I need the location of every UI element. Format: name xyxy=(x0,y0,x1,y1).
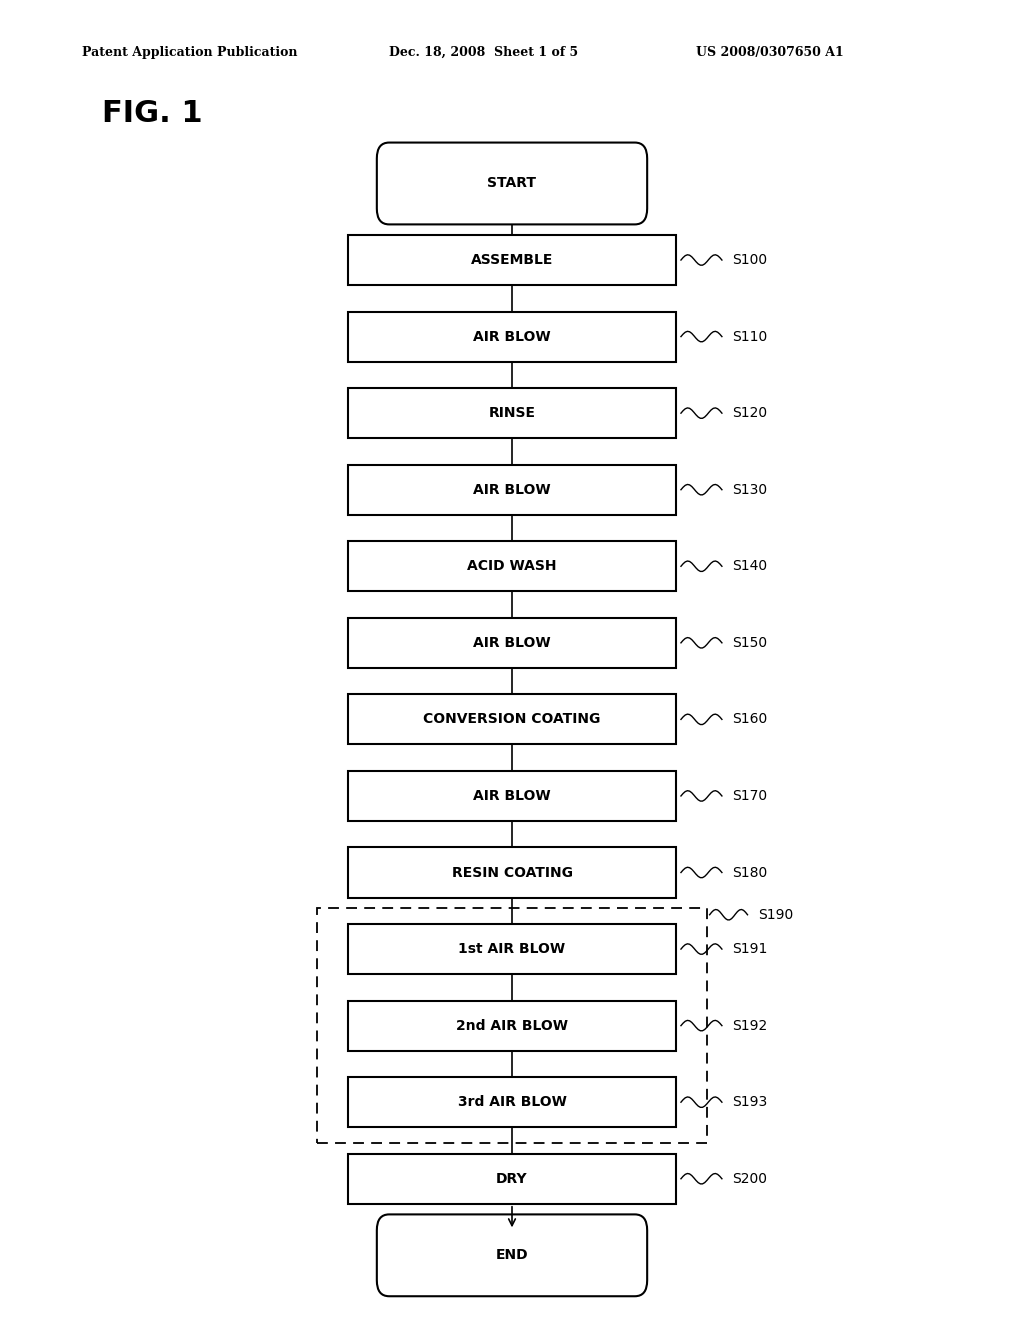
Text: S190: S190 xyxy=(758,908,793,921)
Text: AIR BLOW: AIR BLOW xyxy=(473,636,551,649)
Text: ACID WASH: ACID WASH xyxy=(467,560,557,573)
Text: AIR BLOW: AIR BLOW xyxy=(473,483,551,496)
Text: AIR BLOW: AIR BLOW xyxy=(473,789,551,803)
Text: S120: S120 xyxy=(732,407,767,420)
FancyBboxPatch shape xyxy=(377,143,647,224)
Bar xyxy=(348,465,676,515)
Bar xyxy=(348,847,676,898)
Text: S200: S200 xyxy=(732,1172,767,1185)
FancyBboxPatch shape xyxy=(377,1214,647,1296)
Bar xyxy=(348,694,676,744)
Text: Patent Application Publication: Patent Application Publication xyxy=(82,46,297,59)
Text: S150: S150 xyxy=(732,636,767,649)
Bar xyxy=(348,312,676,362)
Bar xyxy=(348,388,676,438)
Text: RINSE: RINSE xyxy=(488,407,536,420)
Text: S140: S140 xyxy=(732,560,767,573)
Bar xyxy=(348,1077,676,1127)
Text: S180: S180 xyxy=(732,866,767,879)
Text: S110: S110 xyxy=(732,330,767,343)
Text: S191: S191 xyxy=(732,942,768,956)
Text: ASSEMBLE: ASSEMBLE xyxy=(471,253,553,267)
Text: US 2008/0307650 A1: US 2008/0307650 A1 xyxy=(696,46,844,59)
Text: FIG. 1: FIG. 1 xyxy=(102,99,203,128)
Bar xyxy=(348,618,676,668)
Text: S192: S192 xyxy=(732,1019,767,1032)
Text: S170: S170 xyxy=(732,789,767,803)
Text: S100: S100 xyxy=(732,253,767,267)
Bar xyxy=(348,1154,676,1204)
Text: RESIN COATING: RESIN COATING xyxy=(452,866,572,879)
Text: S130: S130 xyxy=(732,483,767,496)
Text: Dec. 18, 2008  Sheet 1 of 5: Dec. 18, 2008 Sheet 1 of 5 xyxy=(389,46,579,59)
Bar xyxy=(348,924,676,974)
Text: AIR BLOW: AIR BLOW xyxy=(473,330,551,343)
Text: 3rd AIR BLOW: 3rd AIR BLOW xyxy=(458,1096,566,1109)
Bar xyxy=(348,235,676,285)
Text: START: START xyxy=(487,177,537,190)
Text: END: END xyxy=(496,1249,528,1262)
Text: S160: S160 xyxy=(732,713,767,726)
Text: CONVERSION COATING: CONVERSION COATING xyxy=(423,713,601,726)
Bar xyxy=(348,771,676,821)
Text: DRY: DRY xyxy=(497,1172,527,1185)
Bar xyxy=(317,908,707,1143)
Text: 2nd AIR BLOW: 2nd AIR BLOW xyxy=(456,1019,568,1032)
Text: 1st AIR BLOW: 1st AIR BLOW xyxy=(459,942,565,956)
Bar xyxy=(348,541,676,591)
Text: S193: S193 xyxy=(732,1096,767,1109)
Bar xyxy=(348,1001,676,1051)
